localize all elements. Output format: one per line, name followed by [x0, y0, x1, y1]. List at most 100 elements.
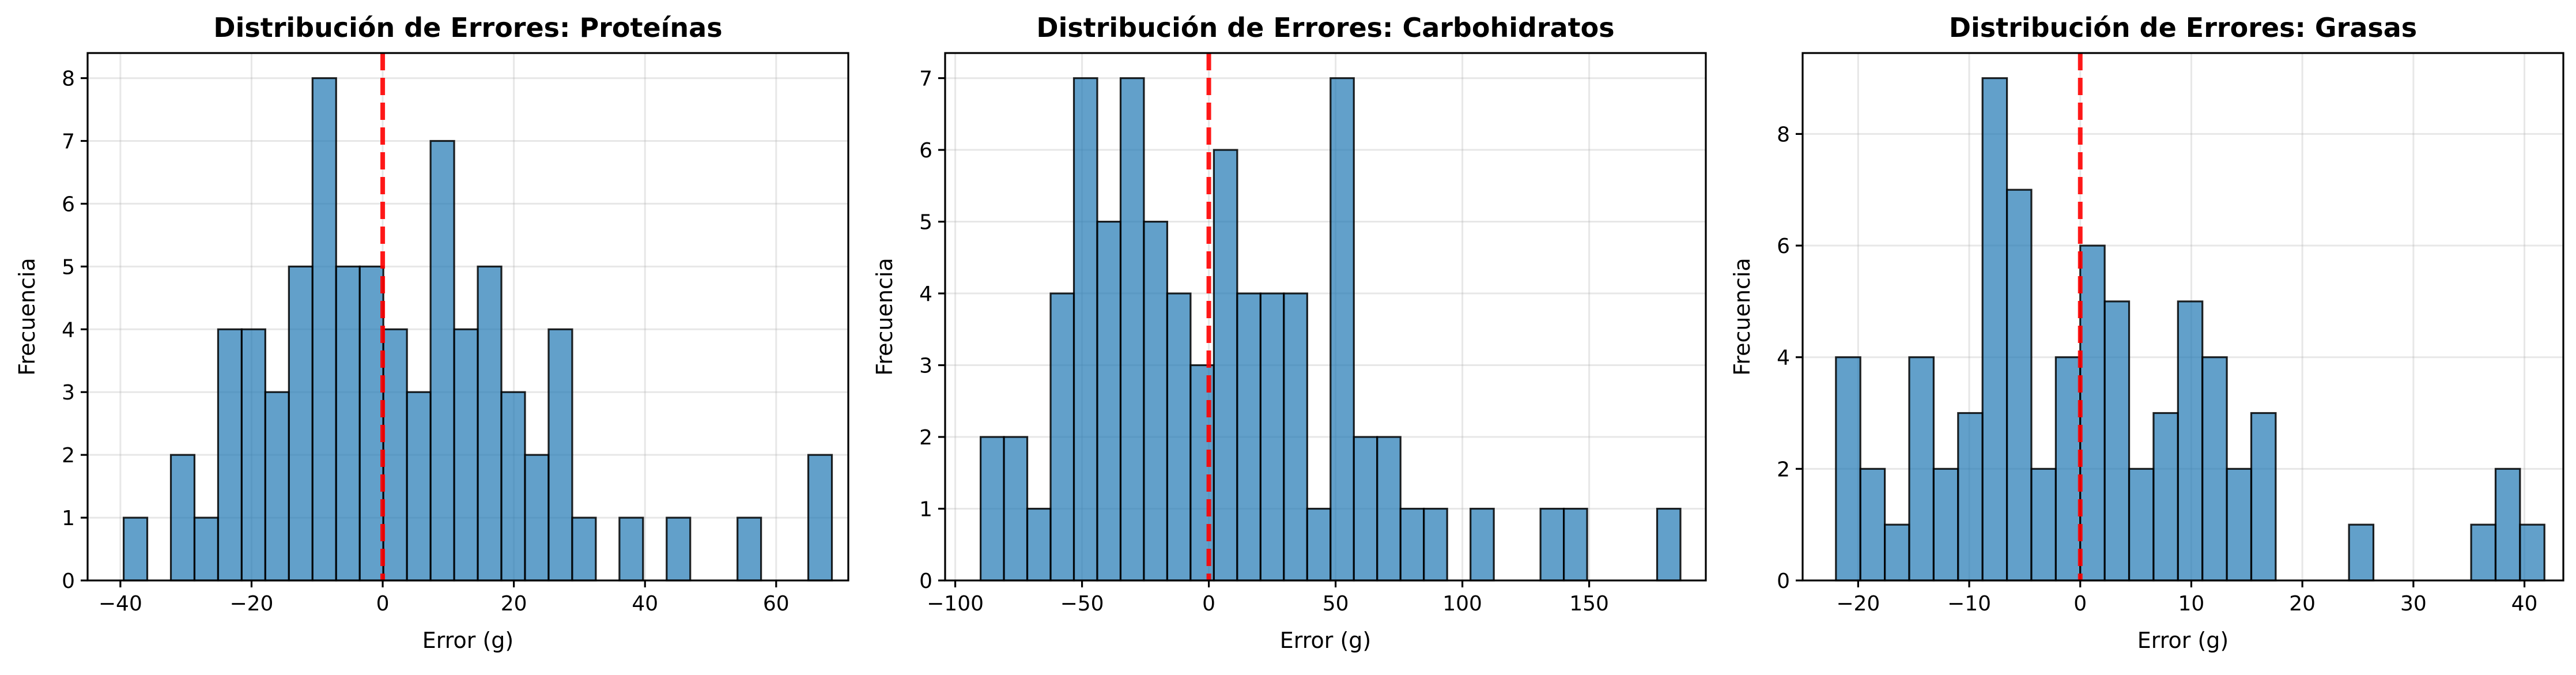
y-tick-label: 6 [919, 139, 932, 163]
histogram-bar [1563, 507, 1588, 582]
histogram-bar [547, 328, 573, 582]
y-tick-label: 7 [62, 130, 75, 154]
histogram-bar [358, 265, 384, 582]
histogram-bar [406, 391, 432, 582]
y-axis-label: Frecuencia [14, 258, 40, 375]
histogram-bar [1981, 77, 2008, 582]
histogram-bar [736, 516, 762, 582]
histogram-bar [1399, 507, 1425, 582]
x-axis-label: Error (g) [2137, 628, 2228, 653]
histogram-bar [2470, 523, 2497, 582]
histogram-bar [169, 454, 196, 582]
histogram-bar [1189, 364, 1215, 582]
histogram-bar [500, 391, 526, 582]
histogram-bar [2054, 356, 2082, 582]
y-tick-label: 2 [919, 426, 932, 450]
histogram-bar [122, 516, 149, 582]
histogram-bar [1957, 412, 1984, 582]
histogram-bar [2152, 412, 2179, 582]
histogram-bars [979, 77, 1682, 582]
histogram-bar [807, 454, 833, 582]
axes-frame [86, 52, 849, 582]
histogram-bar [1353, 436, 1378, 582]
histogram-bar [1143, 220, 1169, 582]
histogram-bar [240, 328, 266, 582]
histogram-bar [2030, 467, 2057, 582]
x-tick-label: 50 [1323, 592, 1349, 616]
histogram-bar [1329, 77, 1355, 582]
histogram-bar [2103, 300, 2131, 582]
y-tick-label: 6 [1777, 235, 1790, 258]
histogram-bar [429, 139, 455, 582]
x-tick-label: −20 [229, 592, 273, 616]
histogram-bar [2201, 356, 2228, 582]
y-tick-label: 8 [1777, 123, 1790, 146]
histogram-bar [1883, 523, 1910, 582]
histogram-bar [193, 516, 220, 582]
histogram-bar [217, 328, 243, 582]
histogram-bar [1259, 292, 1285, 582]
x-tick-label: −10 [1947, 592, 1991, 616]
histogram-bar [2348, 523, 2375, 582]
histogram-bars [1835, 77, 2545, 582]
y-tick-label: 2 [1777, 458, 1790, 481]
x-tick-label: −20 [1836, 592, 1880, 616]
x-tick-label: −100 [927, 592, 984, 616]
y-tick-label: 7 [919, 67, 932, 91]
x-tick-label: 30 [2400, 592, 2427, 616]
x-tick-label: 40 [2511, 592, 2538, 616]
x-axis-label: Error (g) [1280, 628, 1371, 653]
y-tick-label: 2 [62, 444, 75, 467]
histogram-bar [1236, 292, 1261, 582]
histogram-bar [1283, 292, 1308, 582]
x-tick-label: 10 [2178, 592, 2205, 616]
histogram-bar [1859, 467, 1886, 582]
x-tick-label: 0 [376, 592, 390, 616]
axes-frame [1801, 52, 2564, 582]
y-tick-label: 0 [62, 570, 75, 593]
histogram-bar [1376, 436, 1402, 582]
histogram-bar [1049, 292, 1075, 582]
y-tick-label: 0 [919, 570, 932, 593]
histogram-bar [2250, 412, 2277, 582]
chart-title: Distribución de Errores: Carbohidratos [1036, 12, 1614, 43]
histogram-bar [1026, 507, 1052, 582]
y-tick-label: 4 [62, 318, 75, 342]
histogram-bar [2494, 467, 2521, 582]
histogram-bar [1306, 507, 1332, 582]
histogram-bar [2005, 188, 2033, 582]
chart-panel-1: −40 −20 0 20 40 60 0 1 2 3 4 5 6 7 8 Distribución de Er… [14, 12, 849, 653]
x-tick-label: 100 [1442, 592, 1482, 616]
y-axis-label: Frecuencia [872, 258, 897, 375]
histogram-bar [1003, 436, 1029, 582]
x-tick-label: 20 [2289, 592, 2316, 616]
y-tick-label: 4 [919, 282, 932, 306]
histogram-bar [1835, 356, 1861, 582]
histogram-bar [1096, 220, 1122, 582]
histogram-bar [2128, 467, 2155, 582]
histogram-bar [1119, 77, 1145, 582]
y-tick-label: 3 [62, 381, 75, 405]
x-axis-label: Error (g) [422, 628, 513, 653]
histogram-bar [2079, 244, 2106, 582]
histogram-bar [2519, 523, 2545, 582]
histogram-bar [666, 516, 692, 582]
axes-frame [944, 52, 1707, 582]
y-tick-label: 1 [919, 498, 932, 522]
histogram-bar [1423, 507, 1448, 582]
y-tick-label: 3 [919, 355, 932, 378]
histogram-bar [382, 328, 408, 582]
histogram-bar [264, 391, 290, 582]
chart-panel-3: −20 −10 0 10 20 30 40 0 2 4 6 8 Distribución de Erro… [1729, 12, 2564, 653]
histogram-bar [288, 265, 313, 582]
histogram-bar [1166, 292, 1192, 582]
histogram-bar [1072, 77, 1098, 582]
x-tick-label: 60 [763, 592, 790, 616]
histogram-bar [1470, 507, 1495, 582]
chart-panel-2: −100 −50 0 50 100 150 0 1 2 3 4 5 6 7 Distribución de … [872, 12, 1707, 653]
y-tick-label: 8 [62, 67, 75, 91]
y-tick-label: 0 [1777, 570, 1790, 593]
histogram-bar [1908, 356, 1935, 582]
